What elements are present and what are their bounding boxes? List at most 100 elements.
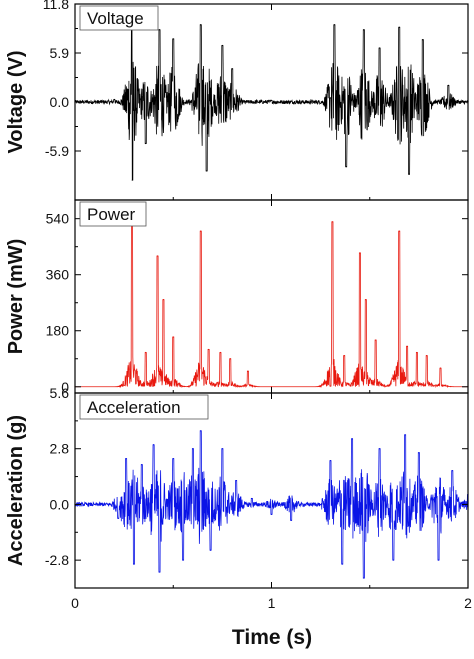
data-point [331, 221, 334, 223]
data-point [200, 230, 202, 232]
plot-frame [74, 392, 469, 589]
y-axis-label: Power (mW) [5, 239, 27, 355]
data-point [141, 464, 143, 466]
data-point [437, 559, 440, 561]
data-point [345, 166, 347, 168]
data-point [172, 38, 174, 40]
data-point [219, 351, 222, 354]
data-point [172, 458, 174, 460]
data-point [363, 29, 365, 31]
data-point [156, 255, 159, 257]
data-point [131, 179, 133, 181]
data-point [351, 438, 353, 440]
data-point [158, 29, 161, 31]
x-tick-label: 1 [268, 595, 276, 611]
series-line-acceleration [75, 430, 468, 579]
data-point [422, 39, 424, 41]
legend-label: Voltage [87, 9, 144, 28]
data-point [329, 385, 332, 387]
data-point [418, 452, 420, 454]
data-point [229, 358, 231, 360]
data-point [221, 448, 223, 450]
series-line-voltage [75, 21, 468, 181]
data-point [343, 355, 345, 357]
y-tick-label: -2.8 [45, 552, 69, 568]
data-point [320, 503, 322, 506]
y-tick-label: -5.9 [45, 143, 69, 159]
data-point [404, 434, 406, 436]
data-point [158, 571, 161, 573]
data-point [363, 577, 365, 579]
data-point [200, 430, 202, 432]
data-point [153, 444, 155, 446]
data-point [270, 99, 273, 101]
y-tick-label: 11.8 [43, 0, 69, 12]
legend-box [79, 394, 209, 420]
panel-acceleration: 5.6 2.8 0.0 -2.8 Acceleration Acceleration (g… [5, 385, 469, 589]
data-point [416, 351, 418, 354]
y-tick-label: 540 [46, 211, 70, 227]
data-point [162, 299, 165, 301]
data-point [251, 497, 253, 500]
data-point [117, 517, 119, 519]
x-tick-label: 2 [464, 595, 472, 611]
data-point [375, 339, 377, 341]
data-point [231, 68, 233, 70]
y-axis-label: Voltage (V) [5, 51, 27, 154]
y-tick-label: 360 [46, 267, 70, 283]
data-point [398, 230, 400, 232]
y-axis-label: Acceleration (g) [5, 415, 27, 566]
plot-frame [74, 199, 469, 394]
data-point [235, 479, 237, 482]
data-point [270, 513, 273, 515]
data-point [451, 470, 453, 472]
y-tick-label: 0 [61, 379, 69, 395]
data-point [426, 355, 428, 357]
data-point [206, 170, 208, 172]
y-tick-label: 0.0 [50, 496, 70, 512]
data-point [329, 97, 332, 99]
data-point [447, 84, 449, 86]
data-point [172, 336, 174, 338]
data-point [94, 503, 96, 506]
data-point [145, 142, 147, 145]
data-point [329, 460, 332, 462]
y-tick-label: 5.6 [50, 385, 70, 401]
data-point [200, 24, 202, 26]
legend-box [79, 5, 159, 31]
data-point [145, 351, 147, 354]
data-point [133, 563, 135, 565]
x-axis-label: Time (s) [232, 626, 312, 649]
data-point [209, 549, 212, 551]
data-point [378, 448, 381, 450]
x-tick-label: 0 [71, 595, 79, 611]
y-tick-label: 2.8 [50, 441, 70, 457]
data-point [247, 370, 249, 372]
data-point [125, 458, 127, 460]
panel-voltage: 11.8 5.9 0.0 -5.9 Voltage Voltage (V) [5, 0, 469, 201]
data-point [406, 345, 408, 347]
y-tick-label: 0.0 [50, 94, 70, 110]
data-point [113, 98, 115, 101]
panel-power: 540 360 180 0 Power Power (mW) [5, 199, 469, 395]
data-point [192, 448, 194, 450]
data-point [221, 44, 223, 47]
panels: 11.8 5.9 0.0 -5.9 Voltage Voltage (V) 540 360 18… [5, 0, 469, 589]
y-tick-label: 180 [46, 323, 70, 339]
data-point [208, 348, 210, 351]
data-point [398, 26, 400, 28]
data-point [290, 519, 292, 521]
data-point [392, 559, 394, 561]
data-point [182, 559, 184, 561]
series-line-power [75, 218, 468, 389]
data-point [378, 47, 381, 49]
data-point [439, 367, 442, 369]
y-tick-label: 5.9 [50, 45, 70, 61]
legend-label: Power [87, 205, 136, 224]
data-point [333, 24, 335, 26]
data-point [365, 299, 367, 301]
x-axis: 0 1 2 [71, 595, 472, 611]
data-point [341, 563, 343, 565]
legend-label: Acceleration [87, 398, 181, 417]
